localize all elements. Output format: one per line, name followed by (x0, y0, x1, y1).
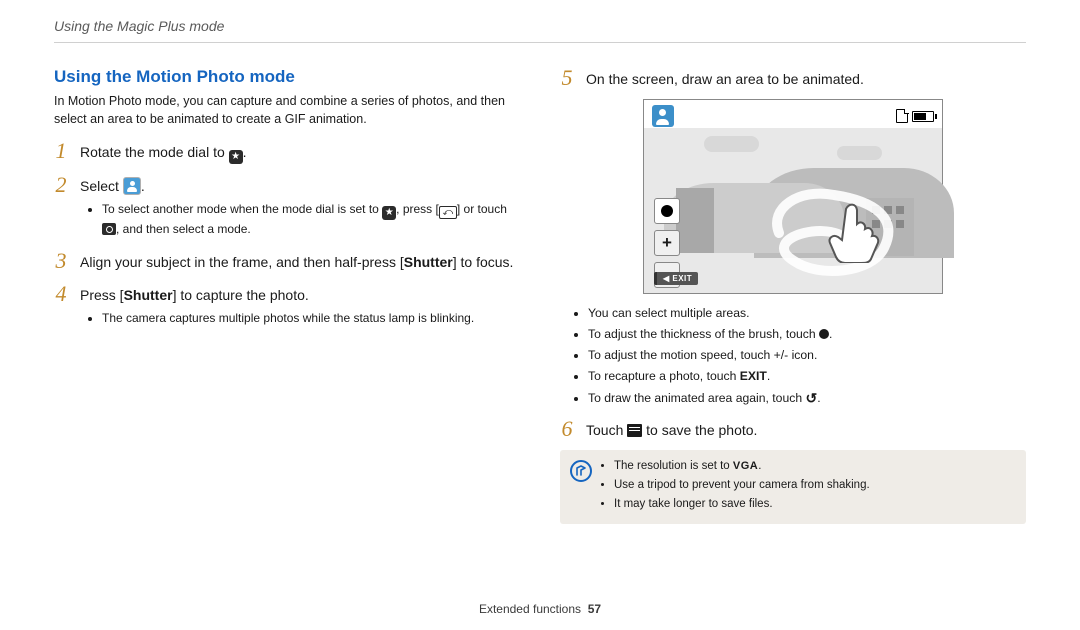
page-header: Using the Magic Plus mode (54, 18, 1026, 43)
step-3-text: Align your subject in the frame, and the… (80, 250, 513, 272)
right-column: 5 On the screen, draw an area to be anim… (560, 67, 1026, 524)
page-footer: Extended functions 57 (0, 602, 1080, 616)
sd-card-icon (896, 109, 908, 123)
exit-button[interactable]: ◀ EXIT (654, 272, 698, 285)
step-number: 2 (54, 174, 68, 196)
step-5-notes: You can select multiple areas. To adjust… (560, 304, 1026, 409)
footer-section: Extended functions (479, 602, 581, 616)
left-column: Using the Motion Photo mode In Motion Ph… (54, 67, 520, 524)
step-number: 6 (560, 418, 574, 440)
step-2-notes: To select another mode when the mode dia… (80, 200, 520, 238)
note-tripod: Use a tripod to prevent your camera from… (614, 477, 870, 495)
step-6: 6 Touch to save the photo. (560, 418, 1026, 440)
step-1: 1 Rotate the mode dial to ★. (54, 140, 520, 164)
step-1-label: Rotate the mode dial to (80, 144, 229, 160)
note-recapture: To recapture a photo, touch EXIT. (588, 367, 1026, 386)
content-columns: Using the Motion Photo mode In Motion Ph… (54, 67, 1026, 524)
note-motion-speed: To adjust the motion speed, touch +/- ic… (588, 346, 1026, 365)
note-box: The resolution is set to VGA. Use a trip… (560, 450, 1026, 524)
mode-touch-icon (102, 223, 116, 235)
scene-preview: + − ◀ EXIT (644, 128, 942, 293)
step-number: 5 (560, 67, 574, 89)
back-button-icon: ⤺ (439, 206, 457, 219)
camera-screen: + − ◀ EXIT (643, 99, 943, 294)
note-list: The resolution is set to VGA. Use a trip… (602, 458, 870, 514)
manual-page: Using the Magic Plus mode Using the Moti… (0, 0, 1080, 630)
note-resolution: The resolution is set to VGA. (614, 458, 870, 476)
step-4: 4 Press [Shutter] to capture the photo. … (54, 283, 520, 329)
touch-hand-icon (826, 203, 882, 263)
brush-size-button[interactable] (654, 198, 680, 224)
undo-icon: ↺ (805, 388, 817, 410)
step-2: 2 Select . To select another mode when t… (54, 174, 520, 240)
step-number: 1 (54, 140, 68, 162)
step-4-notes: The camera captures multiple photos whil… (80, 309, 474, 327)
section-title: Using the Motion Photo mode (54, 67, 520, 87)
shutter-label: Shutter (124, 287, 173, 303)
mode-dial-icon: ★ (229, 150, 243, 164)
step-3: 3 Align your subject in the frame, and t… (54, 250, 520, 272)
note-redraw: To draw the animated area again, touch ↺… (588, 388, 1026, 410)
step-2-note: To select another mode when the mode dia… (102, 200, 520, 238)
mode-dial-icon: ★ (382, 206, 396, 220)
status-icons (896, 109, 934, 123)
menu-save-icon (627, 424, 642, 437)
camera-screen-illustration: + − ◀ EXIT (560, 99, 1026, 294)
mode-indicator-icon (652, 105, 674, 127)
note-multiple-areas: You can select multiple areas. (588, 304, 1026, 323)
note-brush-thickness: To adjust the thickness of the brush, to… (588, 325, 1026, 344)
step-2-text: Select . To select another mode when the… (80, 174, 520, 240)
motion-photo-mode-icon (123, 177, 141, 195)
step-6-text: Touch to save the photo. (586, 418, 757, 440)
vga-label: VGA (733, 460, 758, 472)
step-number: 4 (54, 283, 68, 305)
page-number: 57 (588, 602, 601, 616)
note-info-icon (570, 460, 592, 482)
step-5: 5 On the screen, draw an area to be anim… (560, 67, 1026, 89)
battery-icon (912, 111, 934, 122)
step-2-label: Select (80, 178, 123, 194)
step-4-note: The camera captures multiple photos whil… (102, 309, 474, 327)
step-4-text: Press [Shutter] to capture the photo. Th… (80, 283, 474, 329)
step-1-text: Rotate the mode dial to ★. (80, 140, 247, 164)
step-5-text: On the screen, draw an area to be animat… (586, 67, 864, 89)
step-number: 3 (54, 250, 68, 272)
note-save-time: It may take longer to save files. (614, 496, 870, 514)
brush-dot-icon (819, 329, 829, 339)
intro-text: In Motion Photo mode, you can capture an… (54, 93, 520, 128)
shutter-label: Shutter (404, 254, 453, 270)
speed-plus-button[interactable]: + (654, 230, 680, 256)
